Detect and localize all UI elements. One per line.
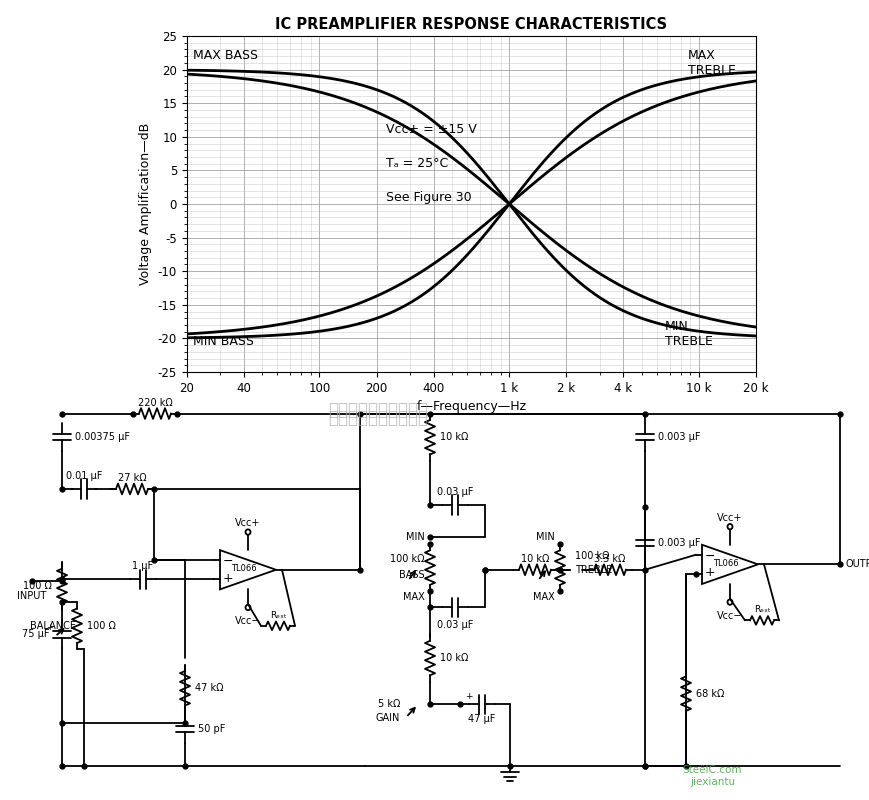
Text: 10 kΩ: 10 kΩ [440, 653, 468, 663]
Text: MIN BASS: MIN BASS [193, 335, 254, 349]
Text: MIN
TREBLE: MIN TREBLE [665, 321, 713, 349]
Text: 75 μF: 75 μF [22, 630, 49, 639]
Text: GAIN: GAIN [375, 714, 400, 723]
Text: Vᴄᴄ± = ±15 V: Vᴄᴄ± = ±15 V [386, 123, 477, 137]
Text: −: − [705, 550, 715, 562]
Text: See Figure 30: See Figure 30 [386, 190, 472, 204]
Text: 0.003 μF: 0.003 μF [658, 538, 700, 548]
Text: 220 kΩ: 220 kΩ [137, 398, 172, 408]
Text: TL066: TL066 [713, 558, 739, 568]
X-axis label: f—Frequency—Hz: f—Frequency—Hz [416, 400, 527, 414]
Text: 100 Ω: 100 Ω [87, 621, 116, 630]
Text: MIN: MIN [536, 533, 555, 542]
Text: 68 kΩ: 68 kΩ [696, 689, 725, 698]
Text: OUTPUT: OUTPUT [845, 559, 869, 570]
Text: 0.03 μF: 0.03 μF [437, 487, 474, 497]
Text: 1 μF: 1 μF [132, 562, 154, 571]
Text: Vᴄᴄ+: Vᴄᴄ+ [235, 518, 261, 529]
Text: 100 kΩ: 100 kΩ [575, 550, 609, 561]
Text: Rₑₓₜ: Rₑₓₜ [269, 610, 286, 619]
Text: 27 kΩ: 27 kΩ [117, 473, 146, 483]
Text: Vᴄᴄ−: Vᴄᴄ− [717, 610, 743, 621]
Text: 50 pF: 50 pF [198, 724, 225, 734]
Text: +: + [465, 692, 473, 702]
Text: 100 Ω: 100 Ω [23, 581, 52, 591]
Text: BALANCE: BALANCE [30, 621, 76, 630]
Text: −: − [222, 555, 233, 568]
Text: +: + [222, 572, 233, 585]
Text: 杭州将睐科技有限公司: 杭州将睐科技有限公司 [328, 409, 428, 426]
Text: 0.03 μF: 0.03 μF [437, 620, 474, 630]
Text: Tₐ = 25°C: Tₐ = 25°C [386, 157, 448, 170]
Y-axis label: Voltage Amplification—dB: Voltage Amplification—dB [139, 123, 152, 285]
Title: IC PREAMPLIFIER RESPONSE CHARACTERISTICS: IC PREAMPLIFIER RESPONSE CHARACTERISTICS [275, 17, 667, 32]
Text: 47 kΩ: 47 kΩ [195, 683, 223, 694]
Text: 10 kΩ: 10 kΩ [521, 554, 549, 564]
Text: +: + [47, 623, 53, 633]
Text: +: + [705, 566, 715, 579]
Text: 100 kΩ: 100 kΩ [390, 554, 425, 564]
Text: INPUT: INPUT [17, 591, 47, 602]
Text: TREBLE: TREBLE [575, 565, 613, 574]
Text: MIN: MIN [406, 533, 425, 542]
Text: MAX: MAX [403, 592, 425, 602]
Text: Vᴄᴄ−: Vᴄᴄ− [235, 616, 261, 626]
Text: MAX: MAX [534, 592, 555, 602]
Text: TL066: TL066 [231, 564, 257, 573]
Text: 5 kΩ: 5 kΩ [378, 699, 400, 710]
Text: 0.01 μF: 0.01 μF [66, 471, 103, 481]
Text: Vᴄᴄ+: Vᴄᴄ+ [717, 513, 743, 523]
Text: 3.3 kΩ: 3.3 kΩ [594, 554, 626, 564]
Text: 0.00375 μF: 0.00375 μF [75, 432, 130, 442]
Text: 47 μF: 47 μF [468, 714, 495, 724]
Text: 杭州将睐科技有限公司: 杭州将睐科技有限公司 [328, 402, 428, 419]
Text: MAX BASS: MAX BASS [193, 50, 257, 62]
Text: SteёlС.com
jiexiantu: SteёlС.com jiexiantu [683, 765, 742, 787]
Text: BASS: BASS [400, 570, 425, 580]
Text: 10 kΩ: 10 kΩ [440, 432, 468, 442]
Text: MAX
TREBLE: MAX TREBLE [687, 50, 735, 78]
Text: 0.003 μF: 0.003 μF [658, 432, 700, 442]
Text: Rₑₓₜ: Rₑₓₜ [753, 605, 770, 614]
